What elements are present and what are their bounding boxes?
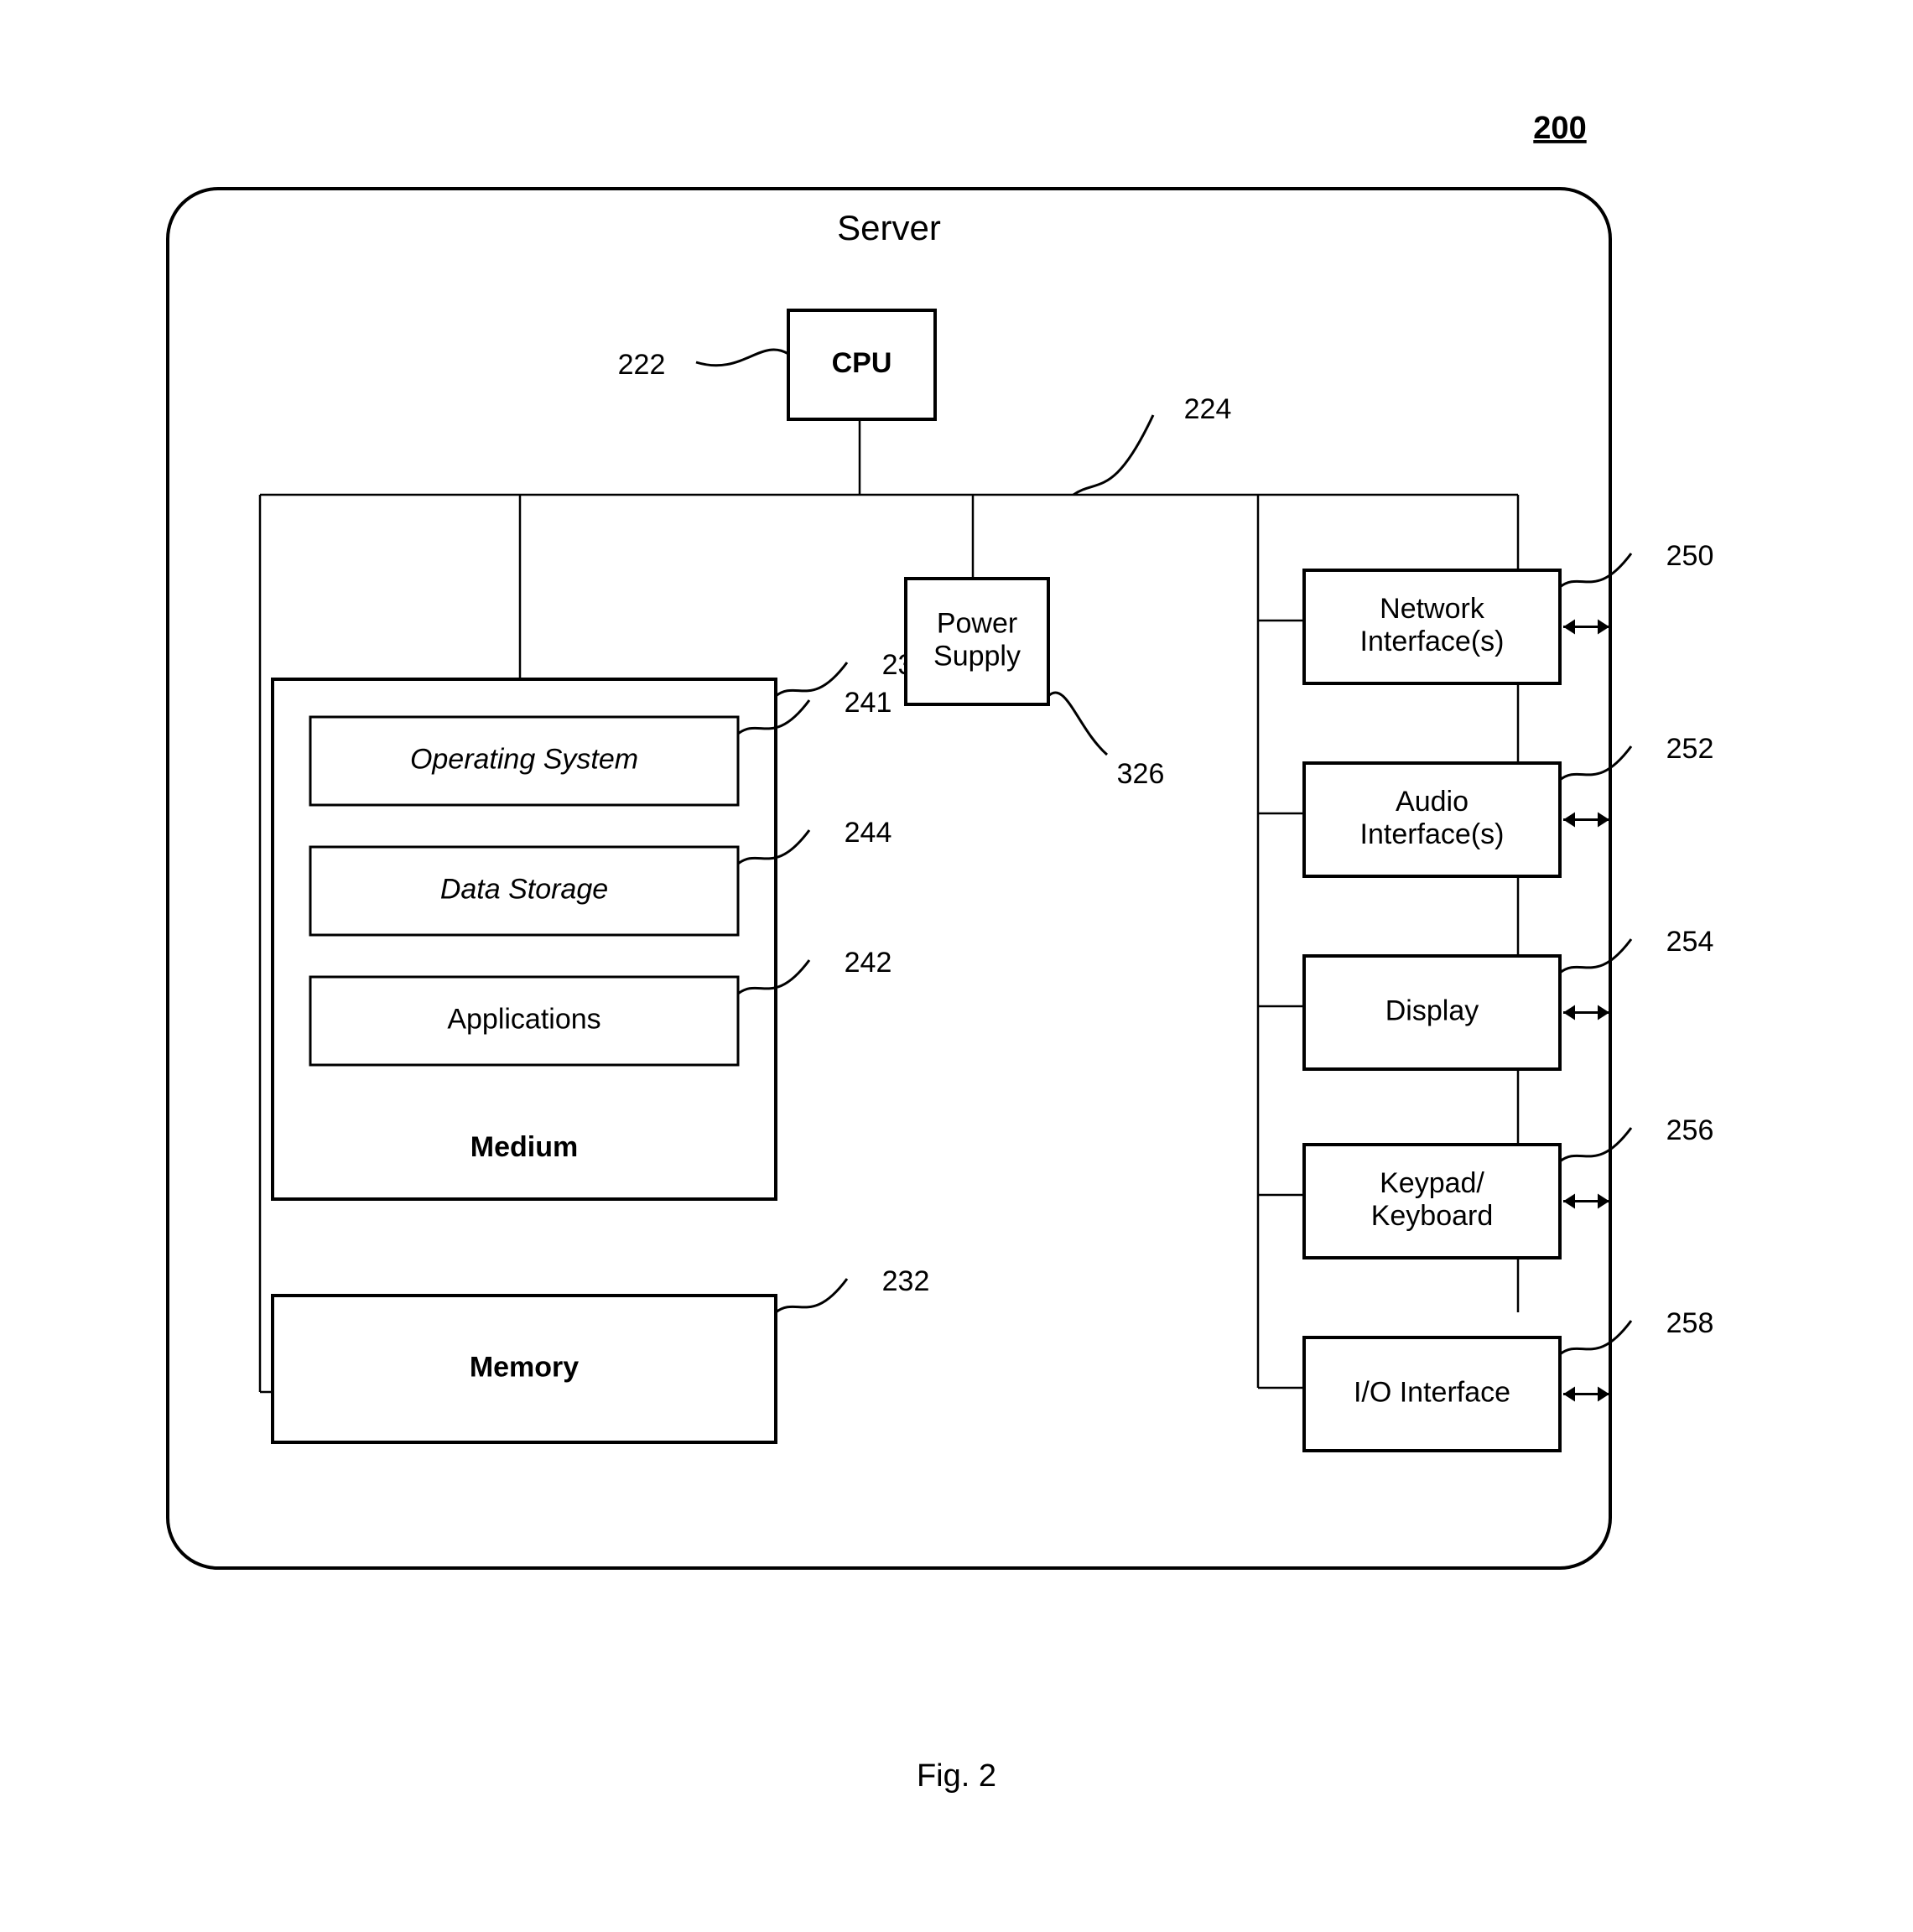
audioif-node: AudioInterface(s) 252 [1304, 733, 1713, 876]
power-label: Supply [933, 641, 1021, 673]
audioif-label: Audio [1396, 786, 1469, 818]
server-title: Server [837, 208, 941, 247]
ref-254: 254 [1666, 926, 1714, 958]
netif-label: Interface(s) [1360, 626, 1505, 657]
keypad-label: Keyboard [1371, 1200, 1494, 1232]
cpu-node: CPU 222 [618, 310, 935, 419]
netif-label: Network [1380, 593, 1485, 625]
display-node: Display 254 [1304, 926, 1713, 1069]
audioif-label: Interface(s) [1360, 818, 1505, 850]
ref-252: 252 [1666, 733, 1714, 765]
ref-241: 241 [845, 687, 892, 719]
ref-250: 250 [1666, 540, 1714, 572]
ref-242: 242 [845, 947, 892, 979]
display-label: Display [1385, 995, 1479, 1026]
os-label: Operating System [410, 743, 638, 775]
memory-label: Memory [470, 1351, 579, 1383]
power-node: PowerSupply 326 [906, 579, 1164, 790]
ref-222: 222 [618, 349, 666, 381]
ref-224: 224 [1184, 393, 1232, 425]
keypad-label: Keypad/ [1380, 1167, 1484, 1199]
netif-node: NetworkInterface(s) 250 [1304, 540, 1713, 683]
ref-326: 326 [1117, 758, 1165, 790]
medium-label: Medium [470, 1131, 578, 1163]
figure-caption: Fig. 2 [917, 1758, 996, 1794]
ref-232: 232 [882, 1265, 930, 1297]
server-block-diagram: 200Server224Medium230CPU222PowerSupply32… [0, 0, 1913, 1932]
memory-node: Memory 232 [273, 1265, 929, 1442]
ioif-node: I/O Interface 258 [1304, 1307, 1713, 1451]
ref-256: 256 [1666, 1114, 1714, 1146]
storage-label: Data Storage [440, 873, 608, 905]
figure-number: 200 [1533, 111, 1586, 146]
apps-label: Applications [447, 1003, 600, 1035]
power-label: Power [937, 607, 1017, 639]
ref-258: 258 [1666, 1307, 1714, 1339]
keypad-node: Keypad/Keyboard 256 [1304, 1114, 1713, 1258]
cpu-label: CPU [832, 347, 892, 379]
ref-244: 244 [845, 817, 892, 849]
ioif-label: I/O Interface [1354, 1376, 1510, 1408]
